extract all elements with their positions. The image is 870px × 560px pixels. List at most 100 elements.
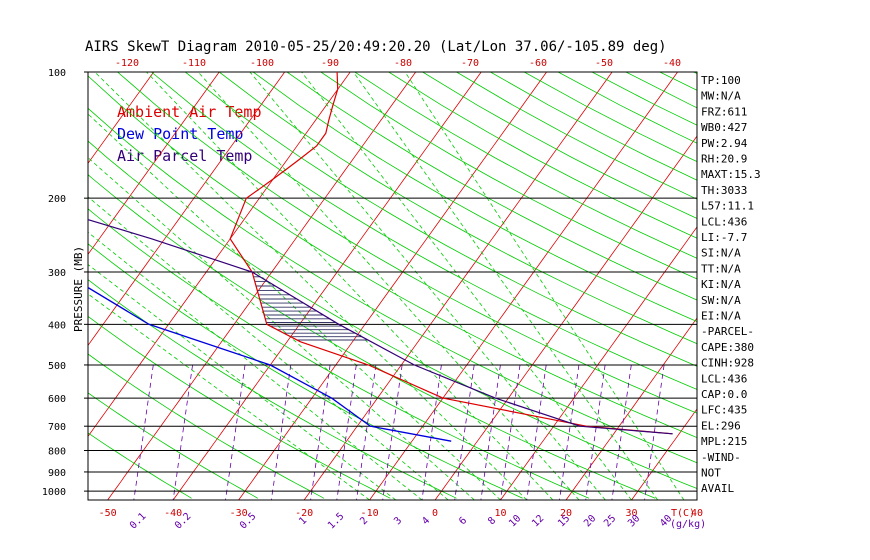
dry-adiabat-line — [728, 72, 870, 498]
mixing-ratio-line — [454, 364, 475, 500]
isotherm-line — [88, 72, 351, 438]
moist-adiabat-line — [404, 72, 685, 500]
mixing-ratio-line — [225, 364, 246, 500]
moist-adiabat-line — [249, 72, 606, 500]
stat-line: LCL:436 — [701, 372, 747, 385]
bottom-temp-tick-label: -40 — [164, 508, 182, 519]
stat-line: -WIND- — [701, 451, 741, 464]
mixing-ratio-line — [336, 364, 357, 500]
stat-line: MPL:215 — [701, 435, 747, 448]
mixing-ratio-line — [271, 364, 292, 500]
stat-line: KI:N/A — [701, 278, 741, 291]
top-temp-tick-label: -80 — [394, 58, 412, 69]
plot-frame — [87, 71, 698, 501]
dry-adiabat-line — [218, 72, 697, 345]
bottom-temp-tick-label: -30 — [230, 508, 248, 519]
pressure-tick-label: 700 — [48, 422, 66, 433]
dry-adiabat-line — [625, 72, 697, 109]
dry-adiabat-line — [185, 72, 697, 367]
dry-adiabat-line — [88, 174, 656, 499]
moist-adiabat-line — [88, 157, 475, 500]
mixing-ratio-line — [172, 364, 193, 500]
stat-line: SW:N/A — [701, 294, 741, 307]
mixing-ratio-line — [133, 364, 154, 500]
mixing-ratio-tick-label: 4 — [420, 515, 432, 527]
stat-line: CAPE:380 — [701, 341, 754, 354]
pressure-tick-label: 200 — [48, 194, 66, 205]
mixing-ratio-line — [559, 364, 580, 500]
dry-adiabat-line — [88, 432, 192, 499]
stat-line: FRZ:611 — [701, 105, 747, 118]
mixing-ratio-line — [421, 364, 442, 500]
stat-line: TT:N/A — [701, 262, 741, 275]
mixing-ratio-tick-label: 0.1 — [128, 511, 149, 532]
dry-adiabat-line — [354, 72, 697, 259]
isotherm-line — [828, 72, 870, 500]
stat-line: PW:2.94 — [701, 137, 748, 150]
stat-line: NOT — [701, 467, 721, 480]
mixing-ratio-line — [480, 364, 501, 500]
top-temp-tick-label: -60 — [529, 58, 547, 69]
stat-line: L57:11.1 — [701, 200, 754, 213]
pressure-tick-label: 500 — [48, 361, 66, 372]
bottom-temp-tick-label: 20 — [560, 508, 572, 519]
moist-adiabat-line — [88, 113, 501, 500]
bottom-temp-tick-label: -20 — [295, 508, 313, 519]
stat-line: TP:100 — [701, 74, 741, 87]
mixing-ratio-line — [356, 364, 377, 500]
dry-adiabat-line — [88, 315, 391, 499]
stat-line: MW:N/A — [701, 90, 741, 103]
stat-line: RH:20.9 — [701, 153, 747, 166]
pressure-tick-label: 1000 — [42, 487, 66, 498]
stat-line: LI:-7.7 — [701, 231, 747, 244]
mixing-ratio-line — [644, 364, 665, 500]
mixing-ratio-tick-label: 20 — [582, 513, 598, 529]
bottom-temp-tick-label: 40 — [691, 508, 703, 519]
top-temp-tick-label: -90 — [321, 58, 339, 69]
dry-adiabat-line — [252, 72, 697, 322]
pressure-tick-label: 800 — [48, 447, 66, 458]
pressure-tick-label: 300 — [48, 268, 66, 279]
mixing-ratio-unit-label: (g/kg) — [670, 519, 706, 530]
bottom-temp-tick-label: -10 — [361, 508, 379, 519]
stat-line: EI:N/A — [701, 310, 741, 323]
moist-adiabat-line — [88, 264, 397, 500]
bottom-temp-tick-label: 0 — [432, 508, 438, 519]
moist-adiabat-line — [88, 293, 370, 500]
pressure-tick-label: 400 — [48, 320, 66, 331]
top-temp-tick-label: -50 — [595, 58, 613, 69]
stat-line: SI:N/A — [701, 247, 741, 260]
stats-panel: TP:100 MW:N/A FRZ:611 WB0:427 PW:2.94 RH:20.9… — [701, 74, 761, 495]
mixing-ratio-line — [310, 364, 331, 500]
mixing-ratio-line — [500, 364, 521, 500]
mixing-ratio-line — [611, 364, 632, 500]
stat-line: MAXT:15.3 — [701, 168, 761, 181]
moist-adiabat-line — [353, 72, 659, 500]
top-temp-tick-label: -120 — [115, 58, 139, 69]
top-temp-tick-label: -100 — [250, 58, 274, 69]
dry-adiabat-line — [88, 392, 258, 499]
legend-entry: Air Parcel Temp — [117, 147, 252, 165]
mixing-ratio-tick-label: 12 — [530, 513, 546, 529]
moist-adiabat-line — [146, 72, 554, 500]
moist-adiabat-line — [301, 72, 632, 500]
isotherm-line — [631, 408, 697, 500]
top-temp-tick-label: -110 — [182, 58, 206, 69]
dewpoint-temp-line — [88, 286, 452, 442]
isotherm-line — [88, 72, 220, 255]
dry-adiabat-line — [88, 353, 325, 499]
dry-adiabat-line — [762, 72, 870, 498]
plot-area — [88, 72, 870, 500]
dry-adiabat-line — [88, 243, 523, 499]
legend-entry: Ambient Air Temp — [117, 103, 262, 121]
dry-adiabat-line — [286, 72, 697, 301]
temp-unit-label: T(C) — [671, 508, 695, 519]
pressure-tick-label: 900 — [48, 468, 66, 479]
dry-adiabat-line — [117, 72, 697, 414]
legend-entry: Dew Point Temp — [117, 125, 243, 143]
stat-line: LFC:435 — [701, 404, 747, 417]
dry-adiabat-line — [88, 279, 457, 499]
isotherm-line — [369, 72, 678, 500]
mixing-ratio-tick-label: 10 — [507, 513, 523, 529]
